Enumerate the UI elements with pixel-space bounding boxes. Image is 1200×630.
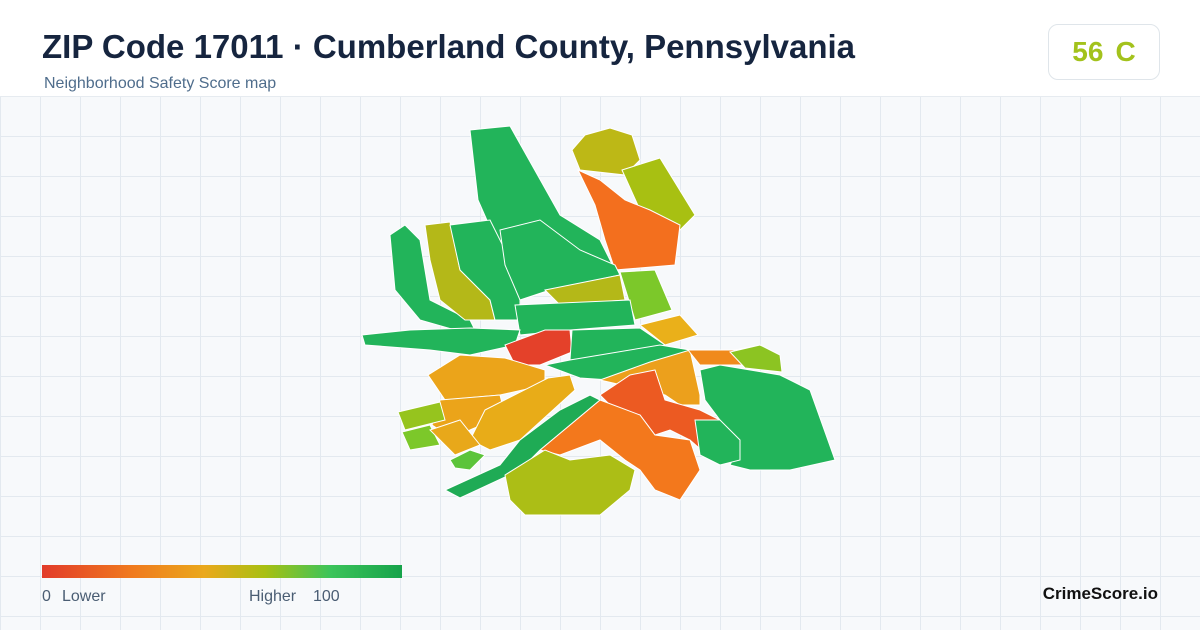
score-value: 56 <box>1072 36 1104 67</box>
title: ZIP Code 17011 · Cumberland County, Penn… <box>42 28 856 65</box>
legend-low-label: Lower <box>62 588 106 605</box>
header: ZIP Code 17011 · Cumberland County, Penn… <box>0 0 1200 97</box>
legend-gradient <box>42 565 402 578</box>
legend-max: 100 <box>313 588 340 605</box>
subtitle: Neighborhood Safety Score map <box>44 75 277 92</box>
legend-high-label: Higher <box>249 588 297 605</box>
score-badge: 56 C <box>1048 24 1160 80</box>
neighborhoods <box>361 125 836 516</box>
legend-min: 0 <box>42 588 51 605</box>
score-grade: C <box>1115 36 1136 67</box>
brand: CrimeScore.io <box>1042 584 1158 603</box>
